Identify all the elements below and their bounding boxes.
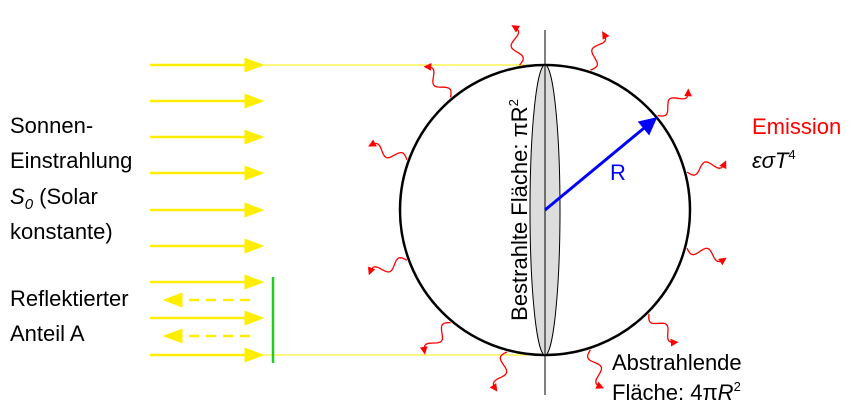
- radius-label: R: [610, 160, 626, 185]
- text: (Solar: [33, 184, 98, 209]
- incoming-label: Sonnen-: [10, 113, 93, 138]
- emission-wave: [687, 162, 726, 176]
- symbol: S: [10, 184, 25, 209]
- emission-wave: [425, 67, 451, 98]
- emission-formula: εσT4: [752, 147, 796, 173]
- emission-wave: [649, 314, 677, 343]
- emission-wave: [658, 90, 689, 116]
- emission-wave: [493, 352, 507, 391]
- radiating-label: Abstrahlende: [612, 350, 742, 375]
- sun-rays: [150, 65, 262, 355]
- irradiated-label: Bestrahlte Fläche: πR2: [506, 99, 532, 321]
- radiating-label: Fläche: 4πR2: [612, 379, 741, 405]
- emission-title: Emission: [752, 114, 841, 139]
- incoming-label: konstante): [10, 219, 113, 244]
- emission-wave: [369, 144, 407, 160]
- incoming-label: Einstrahlung: [10, 148, 132, 173]
- text: Bestrahlte Fläche: πR: [507, 106, 532, 321]
- emission-wave: [588, 350, 603, 388]
- formula: εσT: [752, 148, 790, 173]
- reflected-label: Reflektierter: [10, 286, 129, 311]
- superscript: 2: [506, 99, 521, 106]
- emission-wave: [687, 248, 726, 262]
- symbol: R: [718, 380, 734, 405]
- superscript: 2: [734, 379, 741, 394]
- superscript: 4: [788, 147, 795, 162]
- emission-wave: [369, 258, 407, 274]
- reflected-label: Anteil A: [10, 321, 85, 346]
- diagram: Sonnen- Einstrahlung S0 (Solar konstante…: [0, 0, 853, 406]
- incoming-label: S0 (Solar: [10, 184, 98, 213]
- emission-wave: [590, 32, 605, 70]
- emission-wave: [424, 323, 450, 354]
- emission-wave: [511, 26, 523, 65]
- text: Fläche: 4π: [612, 380, 718, 405]
